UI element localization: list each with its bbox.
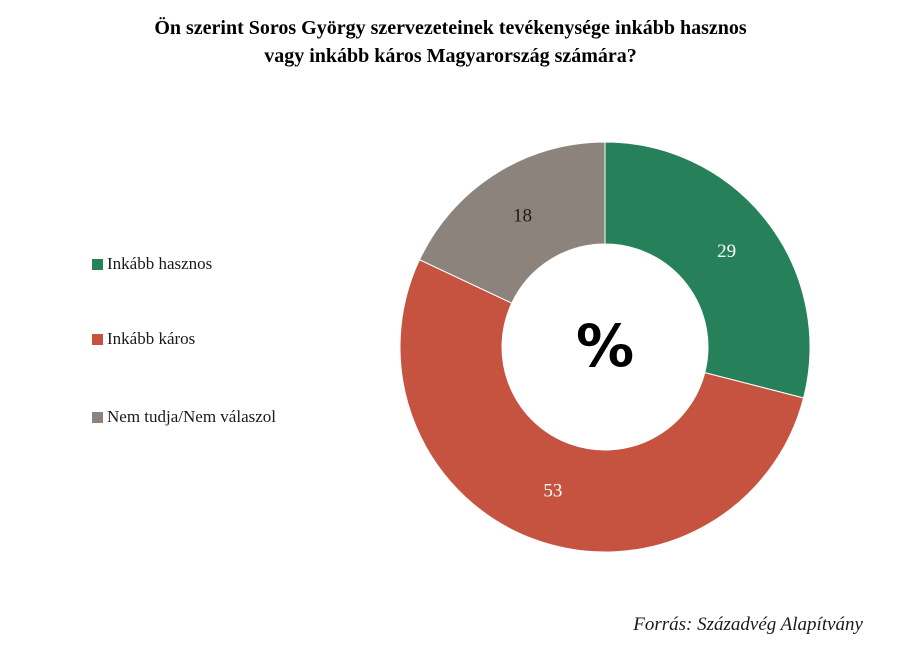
chart-title-line1: Ön szerint Soros György szervezeteinek t… xyxy=(154,17,747,39)
source-note: Forrás: Századvég Alapítvány xyxy=(633,614,863,635)
legend-item-hasznos: Inkább hasznos xyxy=(92,254,212,274)
donut-labels: 29 53 18 xyxy=(513,205,736,501)
legend-label: Nem tudja/Nem válaszol xyxy=(107,407,277,426)
chart-title: Ön szerint Soros György szervezeteinek t… xyxy=(0,14,901,70)
donut-value-label: 18 xyxy=(513,205,532,226)
center-percent-label: % xyxy=(576,312,634,380)
donut-slice-0 xyxy=(604,141,811,399)
donut-slice-1 xyxy=(399,259,805,553)
donut-slice-2 xyxy=(418,141,606,304)
donut-value-label: 53 xyxy=(543,480,562,501)
legend-label: Inkább káros xyxy=(107,329,196,348)
chart-title-line2: vagy inkább káros Magyarország számára? xyxy=(264,45,637,67)
donut-value-label: 29 xyxy=(717,241,736,262)
donut-slices xyxy=(399,141,811,553)
legend-swatch-karos xyxy=(92,333,103,345)
legend-item-nem-tudja: Nem tudja/Nem válaszol xyxy=(92,407,276,427)
legend-item-karos: Inkább káros xyxy=(92,329,195,349)
legend-swatch-hasznos xyxy=(92,258,103,270)
legend-swatch-nem-tudja xyxy=(92,411,103,423)
legend-label: Inkább hasznos xyxy=(107,254,213,273)
